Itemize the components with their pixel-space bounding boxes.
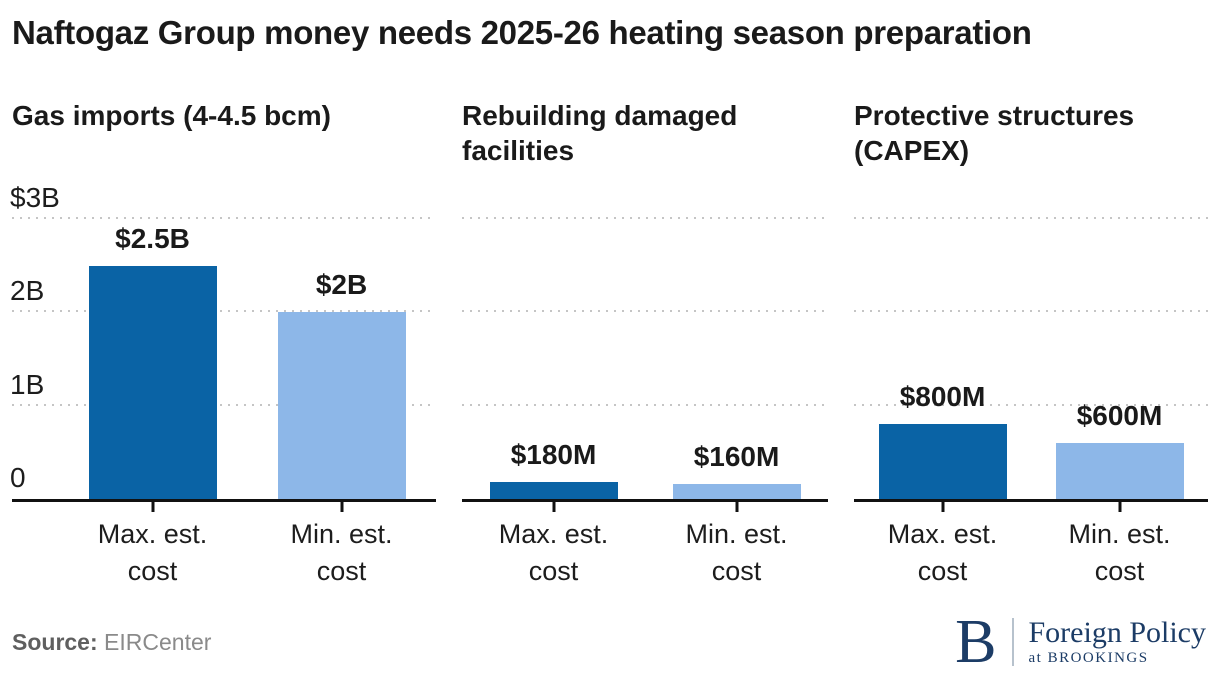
chart-panel: Protective structures (CAPEX) $800M $600M M… [854,98,1208,590]
gridline [462,217,828,219]
x-label-slot: Min. est. cost [1031,516,1208,590]
bar-value-label: $600M [1076,400,1163,431]
bar-value-label: $800M [899,381,986,412]
x-axis-tick [735,502,738,512]
x-axis-tick [340,502,343,512]
chart-figure: Naftogaz Group money needs 2025-26 heati… [10,14,1208,676]
bar-value-label: $180M [510,439,597,470]
x-category-label: Min. est. cost [685,519,788,586]
bar-min-estimate [672,484,801,499]
y-axis-tick-label: 0 [10,462,26,493]
brookings-logo: B Foreign Policy at BROOKINGS [955,608,1207,676]
bars-row: $800M $600M [854,190,1208,512]
brookings-b-monogram: B [955,608,997,676]
chart-panel: Gas imports (4-4.5 bcm) $3B 2B 1B 0 $2.5B $2B M… [10,98,436,590]
bar-value-label: $2B [315,269,368,300]
x-axis-tick [941,502,944,512]
x-category-label: Max. est. cost [97,519,208,586]
bar-max-estimate [88,266,217,499]
plot-area: $3B 2B 1B 0 $2.5B $2B [10,184,436,512]
bar-slot: $2.5B [58,190,247,512]
logo-at-brookings: at BROOKINGS [1028,650,1149,666]
bars-row: $180M $160M [462,190,828,512]
y-axis-tick-label: 1B [10,369,45,400]
x-axis-tick [552,502,555,512]
gridline [462,310,828,312]
source-line: Source: EIRCenter [12,629,211,656]
plot-area: $180M $160M [462,190,828,512]
x-axis-tick [1118,502,1121,512]
x-category-label: Min. est. cost [1068,519,1171,586]
footer: Source: EIRCenter B Foreign Policy at BR… [12,608,1208,676]
bar-value-label: $160M [693,441,780,472]
logo-text: Foreign Policy at BROOKINGS [1029,617,1207,667]
x-category-label: Max. est. cost [498,519,609,586]
x-label-slot: Min. est. cost [247,516,436,590]
x-label-slot: Max. est. cost [854,516,1031,590]
bar-slot: $160M [645,190,828,512]
gridline [854,404,1208,406]
panel-subtitle: Protective structures (CAPEX) [854,100,1135,166]
bar-slot: $800M [854,190,1031,512]
bar-slot: $600M [1031,190,1208,512]
bar-max-estimate [878,424,1007,499]
gridline [12,310,436,312]
y-axis-tick-label: 2B [10,275,45,306]
x-category-label: Min. est. cost [290,519,393,586]
bar-min-estimate [277,312,406,499]
bars-row: $2.5B $2B [12,190,436,512]
bar-slot: $2B [247,190,436,512]
gridline [854,310,1208,312]
source-label: Source: [12,628,98,655]
panel-subtitle: Gas imports (4-4.5 bcm) [12,100,331,131]
x-label-slot: Max. est. cost [58,516,247,590]
x-labels-row: Max. est. cost Min. est. cost [854,516,1208,590]
logo-foreign-policy: Foreign Policy [1028,616,1207,649]
gridline [12,217,436,219]
chart-panel: Rebuilding damaged facilities $180M $160M M… [462,98,828,590]
x-labels-row: Max. est. cost Min. est. cost [12,516,436,590]
logo-divider [1011,618,1014,666]
x-category-label: Max. est. cost [887,519,998,586]
gridline [12,404,436,406]
chart-title: Naftogaz Group money needs 2025-26 heati… [12,14,1032,51]
bar-value-label: $2.5B [115,223,190,254]
plot-area: $800M $600M [854,190,1208,512]
y-axis-tick-label: $3B [10,182,60,213]
gridline [462,404,828,406]
gridline [854,217,1208,219]
x-labels-row: Max. est. cost Min. est. cost [462,516,828,590]
source-value: EIRCenter [104,628,212,655]
x-label-slot: Min. est. cost [645,516,828,590]
bar-max-estimate [489,482,618,499]
bar-min-estimate [1055,443,1184,499]
bar-slot: $180M [462,190,645,512]
x-label-slot: Max. est. cost [462,516,645,590]
panel-subtitle: Rebuilding damaged facilities [462,100,738,166]
x-axis-tick [151,502,154,512]
panels-row: Gas imports (4-4.5 bcm) $3B 2B 1B 0 $2.5B $2B M… [10,98,1208,590]
